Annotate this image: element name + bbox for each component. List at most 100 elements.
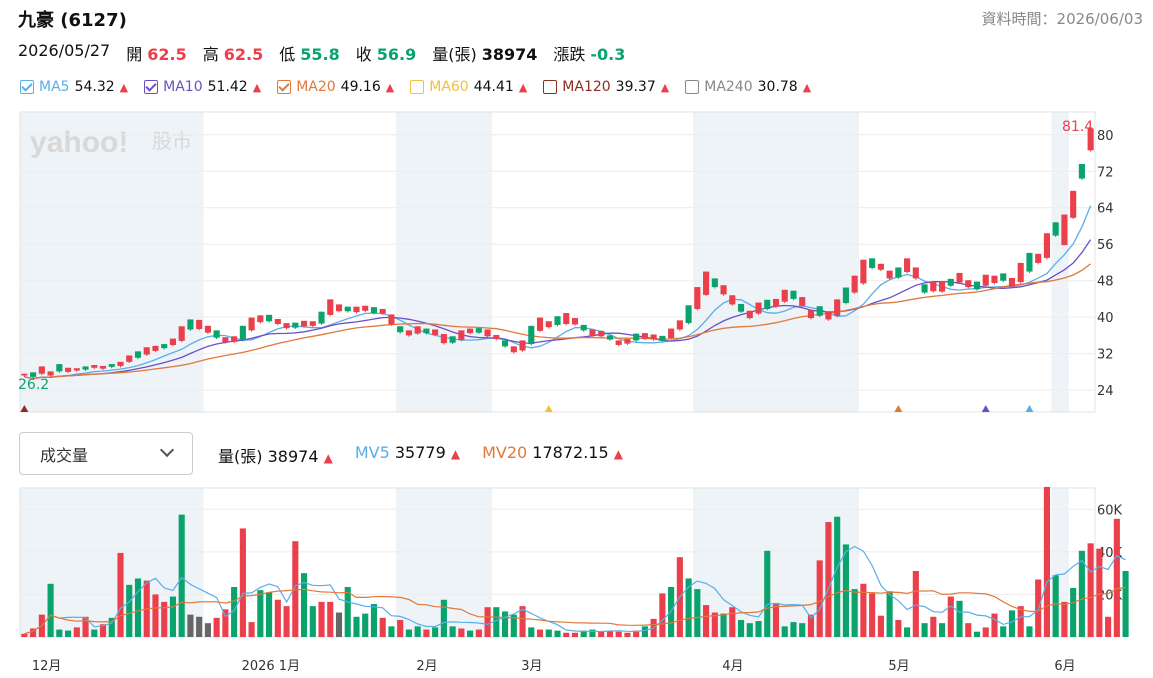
quote-close-value: 56.9 [376, 45, 417, 64]
ma-toggle-ma60[interactable]: MA60 44.41 ▲ [410, 79, 527, 95]
candle-body [388, 314, 395, 325]
ma-toggle-ma240[interactable]: MA240 30.78 ▲ [685, 79, 811, 95]
quote-date: 2026/05/27 [18, 41, 111, 60]
candle-body [799, 297, 806, 306]
candle-body [1026, 252, 1033, 272]
candle-body [877, 263, 884, 270]
ma240-up-arrow-icon: ▲ [802, 80, 812, 94]
candle-body [292, 322, 299, 328]
shaded-month-band [1051, 112, 1069, 412]
period-marker-icon [981, 405, 990, 412]
ma120-value: 39.37 [615, 79, 656, 95]
data-timestamp: 資料時間：2026/06/03 [981, 10, 1143, 28]
ma20-checkbox[interactable] [277, 80, 292, 94]
volume-bar [956, 600, 963, 637]
candle-body [807, 310, 815, 319]
candle-body [869, 258, 876, 268]
ma-toggle-ma120[interactable]: MA120 39.37 ▲ [543, 79, 669, 95]
candle-body [502, 340, 509, 347]
volume-bar [73, 627, 80, 637]
volume-bar [886, 591, 893, 637]
candle-body [1078, 163, 1085, 179]
ma-toggle-ma20[interactable]: MA20 49.16 ▲ [277, 79, 394, 95]
candle-body [685, 305, 692, 324]
candle-body [851, 275, 858, 293]
ma10-label: MA10 [163, 79, 203, 95]
volume-bar [353, 616, 360, 637]
candle-body [781, 289, 788, 302]
volume-bar [370, 604, 378, 637]
quote-low: 低 55.8 [279, 41, 340, 65]
candle-body [134, 351, 142, 358]
volume-bar [720, 613, 727, 637]
volume-bar [921, 623, 928, 637]
min-price-label: 26.2 [18, 377, 49, 393]
candle-body [1017, 262, 1024, 283]
volume-bar [1052, 575, 1059, 637]
panel-border [19, 111, 1096, 413]
candle-body [1052, 222, 1059, 236]
price-tick-label: 56 [1097, 238, 1114, 253]
shaded-month-band [20, 112, 204, 412]
candle-body [921, 284, 928, 293]
volume-bar [108, 617, 115, 637]
quote-low-value: 55.8 [300, 45, 340, 64]
indicator-dropdown[interactable]: 成交量 [19, 432, 193, 475]
ma-toggle-ma5[interactable]: MA5 54.32 ▲ [20, 79, 128, 95]
ma120-checkbox[interactable] [543, 80, 558, 94]
volume-bar [545, 629, 552, 637]
candle-body [73, 368, 80, 371]
x-tick-label: 4月 [722, 659, 743, 674]
ma5-up-arrow-icon: ▲ [119, 80, 129, 94]
volume-bar [126, 584, 133, 637]
candle-body [82, 366, 89, 370]
volume-bar [930, 616, 937, 637]
ma10-up-arrow-icon: ▲ [252, 80, 262, 94]
candle-body [624, 339, 631, 344]
candle-body [257, 315, 264, 323]
mv20-value: 17872.15 [532, 443, 609, 462]
candle-body [108, 364, 115, 367]
volume-bar [274, 599, 281, 637]
ma5-checkbox[interactable] [20, 80, 34, 94]
ma120-up-arrow-icon: ▲ [660, 80, 670, 94]
candle-body [598, 330, 605, 337]
volume-bar [912, 571, 919, 637]
ma60-checkbox[interactable] [410, 80, 425, 94]
volume-bar [449, 626, 456, 637]
volume-bar [231, 586, 238, 637]
volume-bar [982, 627, 989, 637]
ma240-checkbox[interactable] [685, 80, 700, 94]
candle-body [21, 373, 28, 376]
volume-bar [1061, 601, 1068, 637]
ma-toggle-ma10[interactable]: MA10 51.42 ▲ [144, 79, 261, 95]
period-marker-icon [1025, 405, 1034, 412]
ma10-value: 51.42 [207, 79, 248, 95]
quote-close-label: 收 [355, 45, 372, 64]
vol-up-arrow-icon: ▲ [323, 451, 333, 465]
volume-bar [91, 629, 98, 637]
candle-body [161, 344, 168, 349]
candle-body [196, 319, 203, 330]
price-panel: yahoo! 股市 24 32 40 48 56 64 72 80 81.4 26.2 [18, 111, 1114, 413]
volume-bar [1096, 548, 1103, 637]
candle-body [414, 326, 421, 334]
volume-bar [379, 617, 386, 637]
candle-body [1087, 128, 1094, 151]
volume-bar [21, 633, 28, 637]
candle-body [397, 326, 404, 333]
volume-bar [309, 606, 316, 637]
candle-body [432, 329, 439, 335]
price-tick-label: 80 [1097, 129, 1114, 144]
ma5-value: 54.32 [74, 79, 115, 95]
ma10-checkbox[interactable] [144, 80, 159, 94]
candle-body [694, 287, 701, 309]
ma10-line [24, 239, 1092, 380]
volume-bar [300, 573, 308, 637]
volume-bar [694, 589, 701, 637]
volume-bar [947, 596, 954, 637]
candle-body [152, 345, 159, 351]
candle-body [283, 323, 290, 329]
candle-body [248, 317, 255, 331]
